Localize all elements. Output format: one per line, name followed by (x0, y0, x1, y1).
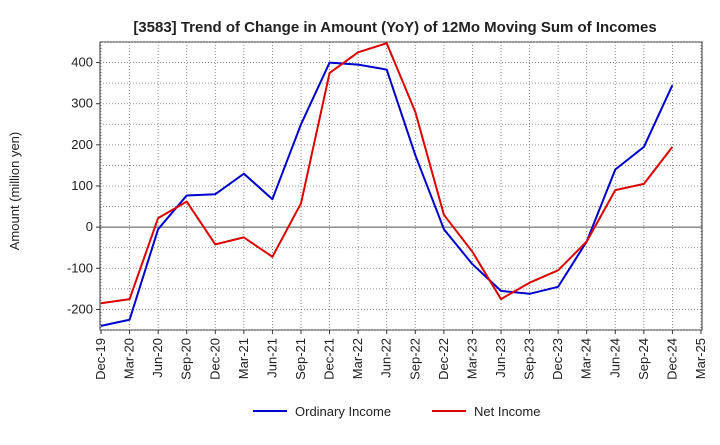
x-tick-label: Dec-20 (207, 338, 222, 380)
x-tick-label: Jun-20 (150, 338, 165, 378)
x-tick-label: Dec-22 (436, 338, 451, 380)
x-tick-label: Sep-23 (522, 338, 537, 380)
legend-label: Ordinary Income (295, 404, 391, 419)
x-tick-label: Jun-21 (264, 338, 279, 378)
x-tick-label: Mar-24 (579, 338, 594, 379)
x-tick-label: Mar-21 (236, 338, 251, 379)
chart-title: [3583] Trend of Change in Amount (YoY) o… (133, 19, 656, 36)
y-tick-label: 0 (86, 219, 93, 234)
legend-label: Net Income (474, 404, 540, 419)
y-tick-label: 200 (71, 137, 93, 152)
y-tick-label: 300 (71, 96, 93, 111)
x-tick-label: Sep-21 (293, 338, 308, 380)
x-tick-label: Sep-20 (179, 338, 194, 380)
y-axis-label: Amount (million yen) (7, 132, 22, 251)
x-tick-label: Dec-23 (550, 338, 565, 380)
x-tick-label: Mar-23 (464, 338, 479, 379)
series (100, 42, 674, 327)
x-tick-label: Dec-21 (322, 338, 337, 380)
x-tick-label: Jun-23 (493, 338, 508, 378)
x-tick-label: Jun-24 (607, 338, 622, 378)
y-tick-label: 400 (71, 55, 93, 70)
series-line (100, 61, 674, 327)
x-tick-label: Sep-24 (636, 338, 651, 380)
y-tick-label: -200 (67, 301, 93, 316)
y-tick-label: 100 (71, 178, 93, 193)
y-tick-label: -100 (67, 260, 93, 275)
x-tick-label: Dec-24 (664, 338, 679, 380)
x-tick-label: Mar-25 (693, 338, 708, 379)
legend: Ordinary Income Net Income (253, 404, 540, 419)
x-tick-label: Mar-22 (350, 338, 365, 379)
x-tick-label: Mar-20 (122, 338, 137, 379)
x-tick-label: Sep-22 (407, 338, 422, 380)
x-tick-label: Jun-22 (379, 338, 394, 378)
grid (99, 41, 703, 331)
series-line (100, 42, 674, 305)
x-tick-label: Dec-19 (93, 338, 108, 380)
axes: -200 -100 0 100 200 300 400 Dec-19 Mar-20 Jun-20 S… (67, 55, 708, 380)
